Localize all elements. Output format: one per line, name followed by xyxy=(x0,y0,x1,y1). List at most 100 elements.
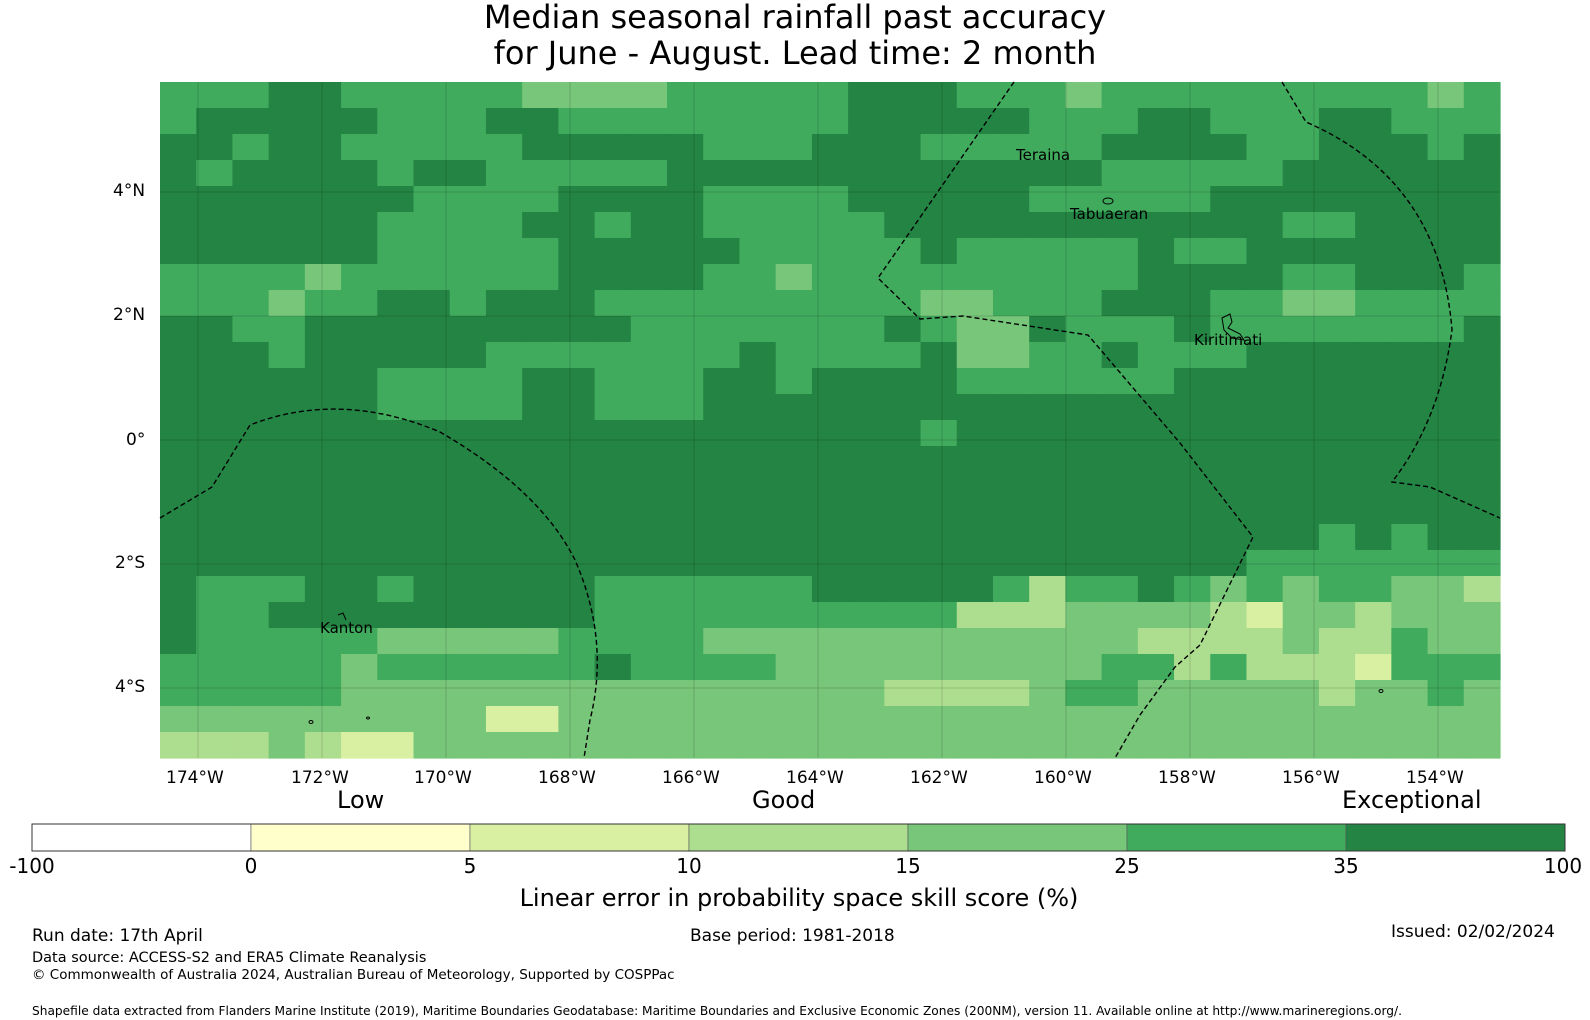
grid-cell xyxy=(630,732,668,759)
grid-cell xyxy=(848,550,885,577)
grid-cell xyxy=(920,264,958,291)
grid-cell xyxy=(232,654,270,681)
grid-cell xyxy=(739,134,777,161)
grid-cell xyxy=(630,368,668,395)
grid-cell xyxy=(1391,160,1429,187)
grid-cell xyxy=(1246,82,1284,109)
grid-cell xyxy=(1246,316,1284,343)
grid-cell xyxy=(1391,706,1429,733)
grid-cell xyxy=(594,108,632,135)
grid-cell xyxy=(196,524,234,551)
grid-cell xyxy=(1246,212,1284,239)
grid-cell xyxy=(956,394,994,421)
grid-cell xyxy=(848,472,885,499)
grid-cell xyxy=(992,550,1030,577)
grid-cell xyxy=(1174,732,1211,759)
grid-cell xyxy=(1355,576,1392,603)
grid-cell xyxy=(1463,524,1501,551)
grid-cell xyxy=(160,290,197,317)
grid-cell xyxy=(304,706,342,733)
grid-cell xyxy=(268,680,306,707)
grid-cell xyxy=(1427,446,1465,473)
grid-cell xyxy=(848,602,885,629)
grid-cell xyxy=(1463,628,1501,655)
grid-cell xyxy=(1282,82,1320,109)
grid-cell xyxy=(160,316,197,343)
grid-cell xyxy=(811,550,849,577)
grid-cell xyxy=(1137,420,1175,447)
grid-cell xyxy=(594,446,632,473)
grid-cell xyxy=(1246,602,1284,629)
grid-cell xyxy=(196,602,234,629)
grid-cell xyxy=(1318,186,1356,213)
grid-cell xyxy=(739,212,777,239)
grid-cell xyxy=(992,316,1030,343)
grid-cell xyxy=(1282,290,1320,317)
grid-cell xyxy=(884,498,922,525)
run-date: Run date: 17th April xyxy=(32,926,203,946)
grid-cell xyxy=(377,680,415,707)
grid-cell xyxy=(1463,602,1501,629)
grid-cell xyxy=(413,732,451,759)
grid-cell xyxy=(920,160,958,187)
grid-cell xyxy=(594,472,632,499)
grid-cell xyxy=(558,82,596,109)
grid-cell xyxy=(485,420,523,447)
grid-cell xyxy=(1029,732,1067,759)
grid-cell xyxy=(485,212,523,239)
grid-cell xyxy=(1427,654,1465,681)
grid-cell xyxy=(1318,550,1356,577)
grid-cell xyxy=(1427,238,1465,265)
grid-cell xyxy=(1137,368,1175,395)
grid-cell xyxy=(413,108,451,135)
grid-cell xyxy=(703,472,741,499)
grid-cell xyxy=(775,82,813,109)
grid-cell xyxy=(1318,238,1356,265)
grid-cell xyxy=(304,524,342,551)
grid-cell xyxy=(449,420,487,447)
grid-cell xyxy=(1355,394,1392,421)
grid-cell xyxy=(160,186,197,213)
grid-cell xyxy=(268,342,306,369)
grid-cell xyxy=(268,238,306,265)
grid-cell xyxy=(1065,550,1103,577)
grid-cell xyxy=(1355,732,1392,759)
grid-cell xyxy=(232,628,270,655)
grid-cell xyxy=(1246,108,1284,135)
grid-cell xyxy=(920,134,958,161)
grid-cell xyxy=(1427,82,1465,109)
grid-cell xyxy=(522,342,559,369)
grid-cell xyxy=(268,186,306,213)
grid-cell xyxy=(268,134,306,161)
grid-cell xyxy=(304,134,342,161)
grid-cell xyxy=(739,472,777,499)
grid-cell xyxy=(413,602,451,629)
grid-cell xyxy=(341,628,378,655)
grid-cell xyxy=(703,108,741,135)
grid-cell xyxy=(232,290,270,317)
grid-cell xyxy=(485,576,523,603)
grid-cell xyxy=(1210,212,1248,239)
grid-cell xyxy=(1463,420,1501,447)
grid-cell xyxy=(992,472,1030,499)
grid-cell xyxy=(594,342,632,369)
grid-cell xyxy=(268,628,306,655)
grid-cell xyxy=(196,628,234,655)
grid-cell xyxy=(920,550,958,577)
grid-cell xyxy=(413,706,451,733)
grid-cell xyxy=(1427,628,1465,655)
grid-cell xyxy=(377,316,415,343)
grid-cell xyxy=(594,264,632,291)
grid-cell xyxy=(594,134,632,161)
grid-cell xyxy=(956,550,994,577)
grid-cell xyxy=(1463,550,1501,577)
grid-cell xyxy=(1391,628,1429,655)
grid-cell xyxy=(630,706,668,733)
grid-cell xyxy=(811,498,849,525)
grid-cell xyxy=(884,706,922,733)
grid-cell xyxy=(1391,290,1429,317)
grid-cell xyxy=(196,212,234,239)
grid-cell xyxy=(1246,186,1284,213)
grid-cell xyxy=(1210,602,1248,629)
grid-cell xyxy=(413,446,451,473)
